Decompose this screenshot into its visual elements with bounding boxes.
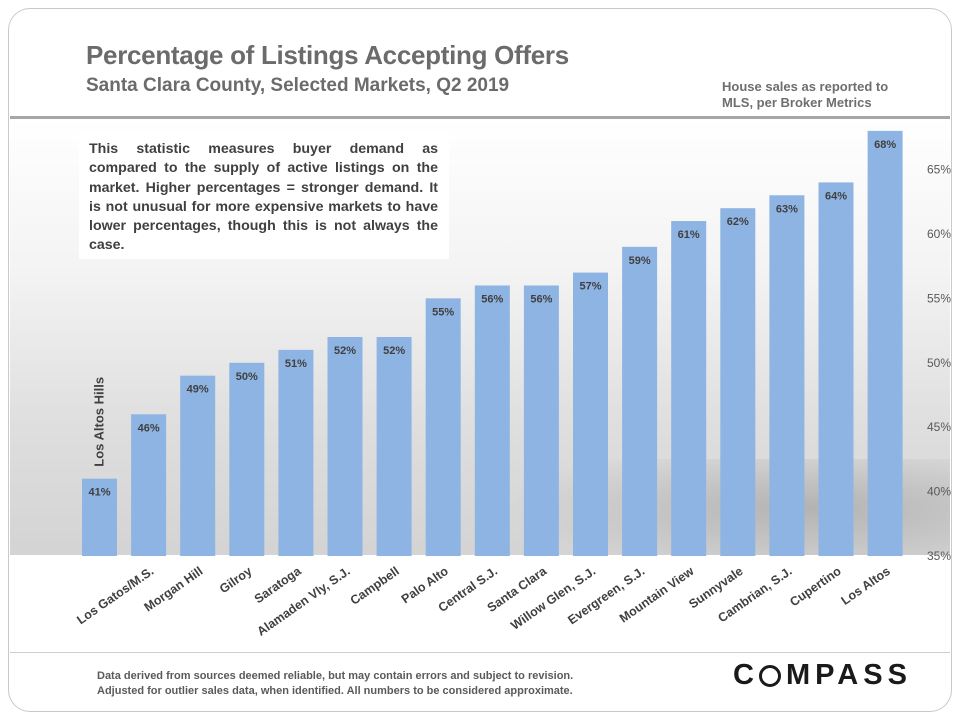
annotation-los-altos-hills: Los Altos Hills [92,377,107,467]
bar-value-label: 52% [334,345,356,357]
bar-value-label: 56% [481,293,503,305]
bar-cupertino [818,182,854,557]
source-note-line-2: MLS, per Broker Metrics [722,95,872,110]
y-tick-label-55: 55% [927,291,951,305]
title-divider [10,116,950,119]
bar-gilroy [229,362,265,556]
bar-los-gatos-m-s [131,414,167,556]
bar-campbell [376,337,412,556]
bar-value-label: 61% [678,229,700,241]
logo-text-end: MPASS [785,659,912,691]
category-label-willow-glen-s-j: Willow Glen, S.J. [508,564,598,633]
logo-o-ring-icon [758,664,781,687]
category-band [10,555,950,650]
compass-logo: C MPASS [733,659,912,692]
disclaimer-line-1: Data derived from sources deemed reliabl… [97,670,574,682]
bar-value-label: 68% [874,139,896,151]
disclaimer: Data derived from sources deemed reliabl… [97,669,573,699]
bar-value-label: 55% [432,306,454,318]
bar-value-label: 51% [285,358,307,370]
bar-sunnyvale [720,208,756,557]
bar-value-label: 52% [383,345,405,357]
bar-value-label: 57% [579,281,601,293]
bar-value-label: 62% [727,216,749,228]
bar-value-label: 50% [236,371,258,383]
y-tick-label-60: 60% [927,227,951,241]
y-tick-label-65: 65% [927,163,951,177]
category-label-alamaden-vly-s-j: Alamaden Vly, S.J. [254,564,352,639]
bar-los-altos [867,130,903,556]
bar-los-altos-hills [82,478,117,556]
bar-value-label: 64% [825,190,847,202]
bar-santa-clara [523,285,559,556]
y-tick-label-40: 40% [927,485,951,499]
footer-divider [10,652,950,653]
category-label-cupertino: Cupertino [787,564,844,610]
bar-morgan-hill [180,375,216,556]
page-title: Percentage of Listings Accepting Offers [86,40,569,70]
bar-saratoga [278,349,314,556]
bar-alamaden-vly-s-j [327,337,363,556]
bar-value-label: 63% [776,203,798,215]
page-subtitle: Santa Clara County, Selected Markets, Q2… [86,75,510,96]
bar-cambrian-s-j [769,195,805,556]
bar-palo-alto [425,298,461,556]
category-label-los-altos: Los Altos [839,564,893,608]
category-label-campbell: Campbell [348,564,402,608]
y-tick-label-50: 50% [927,356,951,370]
bar-evergreen-s-j [622,246,658,556]
bar-value-label: 41% [88,487,110,499]
source-note-line-1: House sales as reported to [722,79,889,94]
bar-value-label: 49% [187,384,209,396]
logo-text-start: C [733,659,759,691]
bar-value-label: 56% [530,293,552,305]
bar-willow-glen-s-j [573,272,608,556]
bar-value-label: 59% [629,255,651,267]
explanation-note: This statistic measures buyer demand as … [79,131,449,259]
bar-value-label: 46% [138,422,160,434]
disclaimer-line-2: Adjusted for outlier sales data, when id… [97,685,573,697]
category-label-los-gatos-m-s: Los Gatos/M.S. [74,564,156,627]
bar-central-s-j [474,285,510,556]
bar-mountain-view [671,221,707,556]
source-note: House sales as reported to MLS, per Brok… [722,79,902,111]
y-tick-label-45: 45% [927,420,951,434]
y-tick-label-35: 35% [927,549,951,563]
category-label-gilroy: Gilroy [217,564,255,596]
